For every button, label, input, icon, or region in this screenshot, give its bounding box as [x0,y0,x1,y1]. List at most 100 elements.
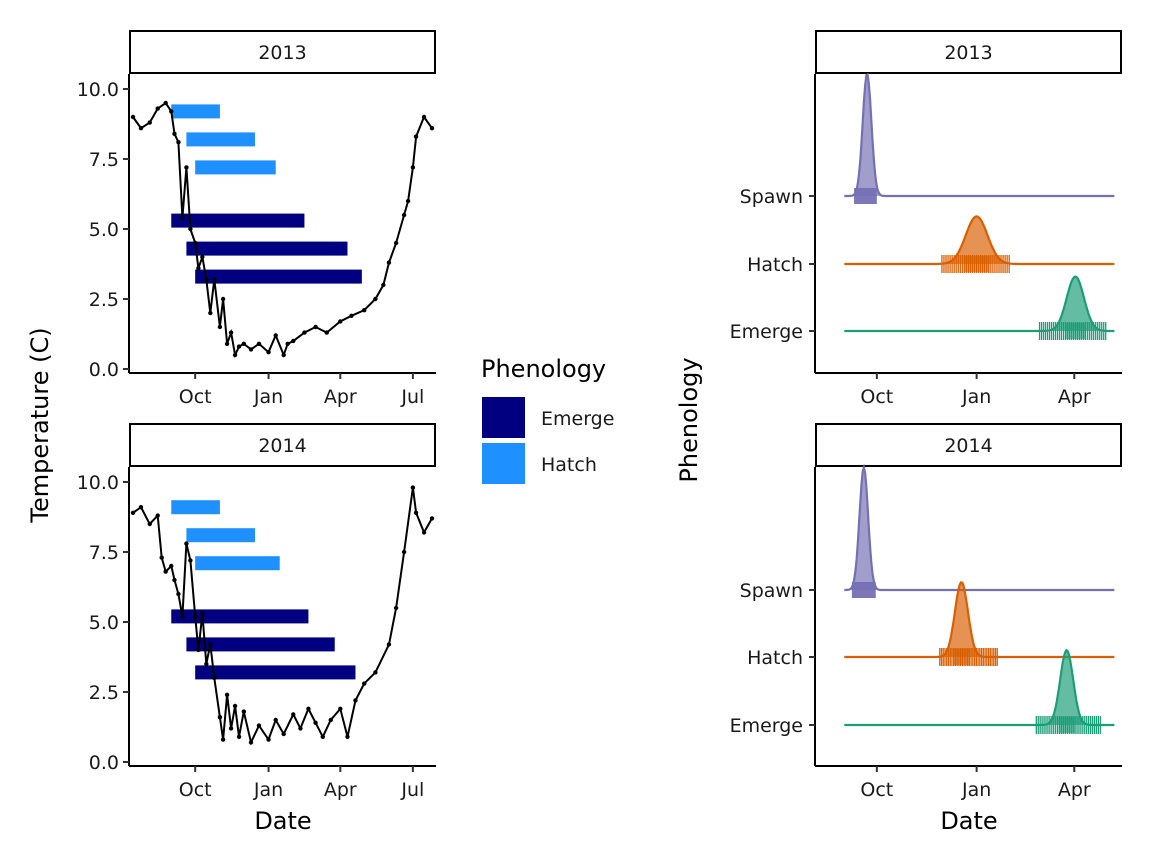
facet-strip [815,30,1122,74]
temperature-point [163,100,168,106]
y-tick-label: 2.5 [89,289,119,311]
temperature-point [192,240,198,246]
y-tick-label: Emerge [730,321,803,343]
phenology-bar-hatch [171,500,220,515]
y-tick-label: Hatch [747,647,803,669]
density-line-emerge [844,648,1115,727]
temperature-point [188,558,193,563]
temperature-point [302,330,307,335]
x-tick-label: Oct [860,386,893,408]
temperature-point [281,352,286,358]
y-tick-label: Spawn [740,186,803,208]
temperature-point [413,510,419,515]
temperature-point [130,510,136,515]
phenology-bar-emerge [171,609,309,624]
temperature-point [386,260,392,265]
temperature-point [324,330,329,335]
temperature-point [373,296,378,302]
temperature-point [429,516,435,521]
temperature-point [273,717,278,723]
temperature-point [429,126,435,131]
facet-strip-label: 2014 [944,435,992,457]
y-tick-label: 10.0 [77,79,119,101]
phenology-bar-emerge [195,665,356,680]
facet-strip [129,423,436,467]
temperature-point [386,642,392,647]
x-tick-label: Apr [324,386,357,408]
density-line-hatch [844,215,1115,266]
temperature-point [138,126,144,131]
temperature-point [172,577,177,583]
phenology-bar-hatch [195,556,280,571]
temperature-point [204,277,209,282]
density-area-hatch [844,216,1115,264]
y-tick-label: Hatch [747,254,803,276]
temperature-point [217,715,223,720]
temperature-point [224,692,230,697]
temperature-point [248,347,254,352]
temperature-point [217,324,223,330]
legend: Phenology Emerge Hatch [481,355,614,484]
temperature-panel-2013: 2013 0.0 2.5 5.0 7.5 10.0 Oct Jan Apr Jul [77,30,436,408]
temperature-point [381,282,386,288]
legend-label-emerge: Emerge [541,408,614,430]
temperature-point [405,198,411,204]
temperature-point [176,140,181,145]
y-tick-label: 5.0 [89,612,119,634]
right-x-axis-title: Date [940,807,997,835]
x-tick-label: Oct [179,779,212,801]
temperature-point [172,131,177,136]
x-tick-label: Oct [179,386,212,408]
temperature-point [224,341,230,346]
temperature-point [155,513,160,518]
temperature-point [169,109,174,114]
phenology-bar-hatch [186,528,255,543]
temperature-point [266,350,271,355]
temperature-panel-2014: 2014 0.0 2.5 5.0 7.5 10.0 Oct Jan Apr Jul [77,423,436,801]
temperature-point [228,726,234,731]
y-tick-label: 7.5 [89,149,119,171]
temperature-point [228,330,234,335]
temperature-point [241,341,247,346]
temperature-point [410,165,416,170]
temperature-point [328,717,333,723]
temperature-point [401,549,407,555]
phenology-bar-emerge [186,241,348,256]
temperature-point [220,737,226,742]
temperature-point [163,569,168,574]
phenology-bar-hatch [186,132,255,147]
density-line-spawn [844,73,1115,198]
temperature-point [232,703,238,709]
facet-strip [815,423,1122,467]
density-line-spawn [844,463,1115,592]
temperature-point [338,706,343,711]
rug-spawn [851,582,876,598]
x-tick-label: Jan [961,779,991,801]
x-tick-label: Apr [1058,386,1091,408]
phenology-bar-hatch [195,160,276,175]
x-tick-label: Jul [400,386,424,408]
temperature-point [204,661,209,667]
temperature-point [159,555,164,560]
rug-dense-block [953,649,970,665]
temperature-point [362,681,367,686]
y-tick-label: 0.0 [89,752,119,774]
x-tick-label: Oct [860,779,893,801]
temperature-point [169,563,174,569]
y-tick-label: 2.5 [89,682,119,704]
temperature-point [184,165,189,170]
temperature-point [353,698,358,703]
temperature-point [393,605,399,611]
x-tick-label: Jan [253,779,283,801]
legend-title: Phenology [481,355,606,383]
y-tick-label: 7.5 [89,542,119,564]
temperature-point [220,296,226,302]
temperature-point [291,338,296,344]
temperature-point [208,642,213,647]
density-line-emerge [844,275,1115,333]
temperature-point [421,114,427,120]
temperature-point [196,266,201,271]
phenology-bar-hatch [171,104,220,119]
rug-hatch [941,255,1010,273]
facet-strip-label: 2014 [258,435,306,457]
